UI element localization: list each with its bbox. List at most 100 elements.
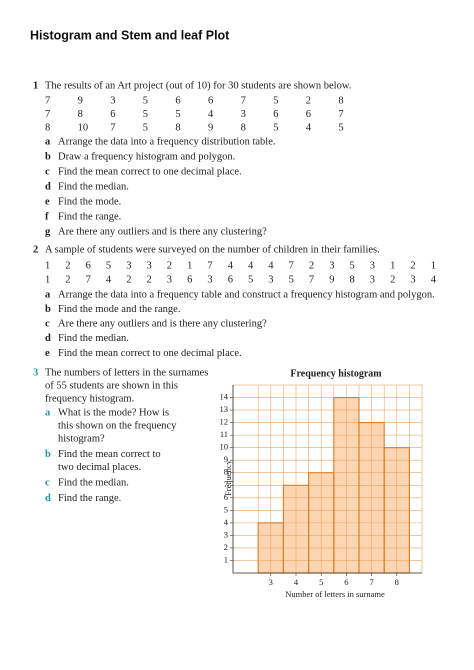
data-value: 2 bbox=[65, 274, 70, 285]
data-value: 6 bbox=[228, 274, 233, 285]
y-tick-label: 12 bbox=[220, 417, 229, 427]
x-tick-label: 6 bbox=[344, 577, 348, 587]
data-value: 7 bbox=[110, 123, 115, 134]
y-tick-label: 11 bbox=[220, 429, 228, 439]
data-value: 8 bbox=[175, 123, 180, 134]
data-value: 2 bbox=[390, 274, 395, 285]
y-tick-label: 10 bbox=[220, 442, 229, 452]
data-value: 7 bbox=[338, 109, 343, 120]
part-text: Find the median. bbox=[58, 477, 129, 488]
y-tick-label: 4 bbox=[224, 517, 229, 527]
chart-title: Frequency histogram bbox=[290, 368, 382, 379]
data-value: 3 bbox=[370, 260, 375, 271]
data-value: 4 bbox=[268, 260, 274, 271]
data-value: 5 bbox=[143, 123, 148, 134]
question-text: of 55 students are shown in this bbox=[45, 380, 178, 391]
data-value: 3 bbox=[167, 274, 172, 285]
data-value: 3 bbox=[410, 274, 415, 285]
data-value: 2 bbox=[126, 274, 131, 285]
part-text: Are there any outliers and is there any … bbox=[58, 226, 267, 237]
question-number: 2 bbox=[33, 244, 38, 255]
data-value: 5 bbox=[273, 95, 278, 106]
data-value: 5 bbox=[338, 123, 343, 134]
data-value: 5 bbox=[273, 123, 278, 134]
data-value: 3 bbox=[370, 274, 375, 285]
question-number: 3 bbox=[33, 367, 38, 378]
data-value: 3 bbox=[268, 274, 273, 285]
data-value: 4 bbox=[106, 274, 112, 285]
part-letter: a bbox=[45, 407, 51, 418]
data-value: 5 bbox=[106, 260, 111, 271]
y-tick-label: 14 bbox=[220, 391, 229, 401]
part-letter: b bbox=[45, 304, 51, 315]
question-text: The results of an Art project (out of 10… bbox=[45, 80, 351, 91]
part-letter: a bbox=[45, 136, 51, 147]
part-letter: f bbox=[45, 211, 49, 222]
part-text: two decimal places. bbox=[58, 462, 141, 473]
data-value: 3 bbox=[241, 109, 246, 120]
x-tick-label: 8 bbox=[395, 577, 399, 587]
data-value: 1 bbox=[187, 260, 192, 271]
data-value: 1 bbox=[390, 260, 395, 271]
part-letter: c bbox=[45, 477, 50, 488]
data-value: 2 bbox=[65, 260, 70, 271]
y-tick-label: 13 bbox=[220, 404, 229, 414]
question-text: The numbers of letters in the surnames bbox=[45, 367, 208, 378]
x-axis-label: Number of letters in surname bbox=[285, 589, 385, 599]
data-value: 3 bbox=[147, 260, 152, 271]
part-letter: g bbox=[45, 226, 51, 237]
data-value: 9 bbox=[78, 95, 83, 106]
data-value: 8 bbox=[338, 95, 343, 106]
data-value: 10 bbox=[78, 123, 89, 134]
data-value: 8 bbox=[78, 109, 83, 120]
data-value: 4 bbox=[431, 274, 437, 285]
data-value: 9 bbox=[329, 274, 334, 285]
part-text: Draw a frequency histogram and polygon. bbox=[58, 151, 235, 162]
part-text: Find the mean correct to bbox=[58, 449, 161, 460]
x-tick-label: 3 bbox=[269, 577, 273, 587]
data-value: 6 bbox=[86, 260, 91, 271]
data-value: 3 bbox=[126, 260, 131, 271]
y-tick-label: 7 bbox=[224, 479, 228, 489]
part-letter: b bbox=[45, 151, 51, 162]
y-tick-label: 5 bbox=[224, 504, 228, 514]
data-value: 9 bbox=[208, 123, 213, 134]
data-value: 7 bbox=[309, 274, 314, 285]
part-letter: d bbox=[45, 333, 51, 344]
y-tick-label: 6 bbox=[224, 492, 228, 502]
part-letter: c bbox=[45, 166, 50, 177]
data-value: 4 bbox=[306, 123, 312, 134]
part-text: Find the mean correct to one decimal pla… bbox=[58, 348, 242, 359]
y-tick-label: 2 bbox=[224, 542, 228, 552]
part-letter: e bbox=[45, 348, 50, 359]
part-letter: d bbox=[45, 181, 51, 192]
part-text: Find the range. bbox=[58, 211, 121, 222]
data-value: 6 bbox=[175, 95, 180, 106]
part-text: Are there any outliers and is there any … bbox=[58, 319, 267, 330]
part-text: Find the mean correct to one decimal pla… bbox=[58, 166, 242, 177]
data-value: 1 bbox=[45, 274, 50, 285]
data-value: 6 bbox=[208, 95, 213, 106]
question-text: frequency histogram. bbox=[45, 393, 134, 404]
data-value: 4 bbox=[248, 260, 254, 271]
data-value: 2 bbox=[167, 260, 172, 271]
data-value: 7 bbox=[45, 109, 50, 120]
data-value: 7 bbox=[241, 95, 246, 106]
data-value: 8 bbox=[241, 123, 246, 134]
part-letter: a bbox=[45, 289, 51, 300]
y-tick-label: 8 bbox=[224, 467, 228, 477]
data-value: 2 bbox=[410, 260, 415, 271]
y-tick-label: 9 bbox=[224, 454, 228, 464]
data-value: 1 bbox=[431, 260, 436, 271]
data-value: 2 bbox=[309, 260, 314, 271]
part-text: Find the mode and the range. bbox=[58, 304, 180, 315]
part-letter: c bbox=[45, 319, 50, 330]
part-letter: b bbox=[45, 449, 51, 460]
data-value: 5 bbox=[248, 274, 253, 285]
data-value: 6 bbox=[273, 109, 278, 120]
data-value: 3 bbox=[110, 95, 115, 106]
x-tick-label: 5 bbox=[319, 577, 323, 587]
part-text: Find the median. bbox=[58, 333, 129, 344]
